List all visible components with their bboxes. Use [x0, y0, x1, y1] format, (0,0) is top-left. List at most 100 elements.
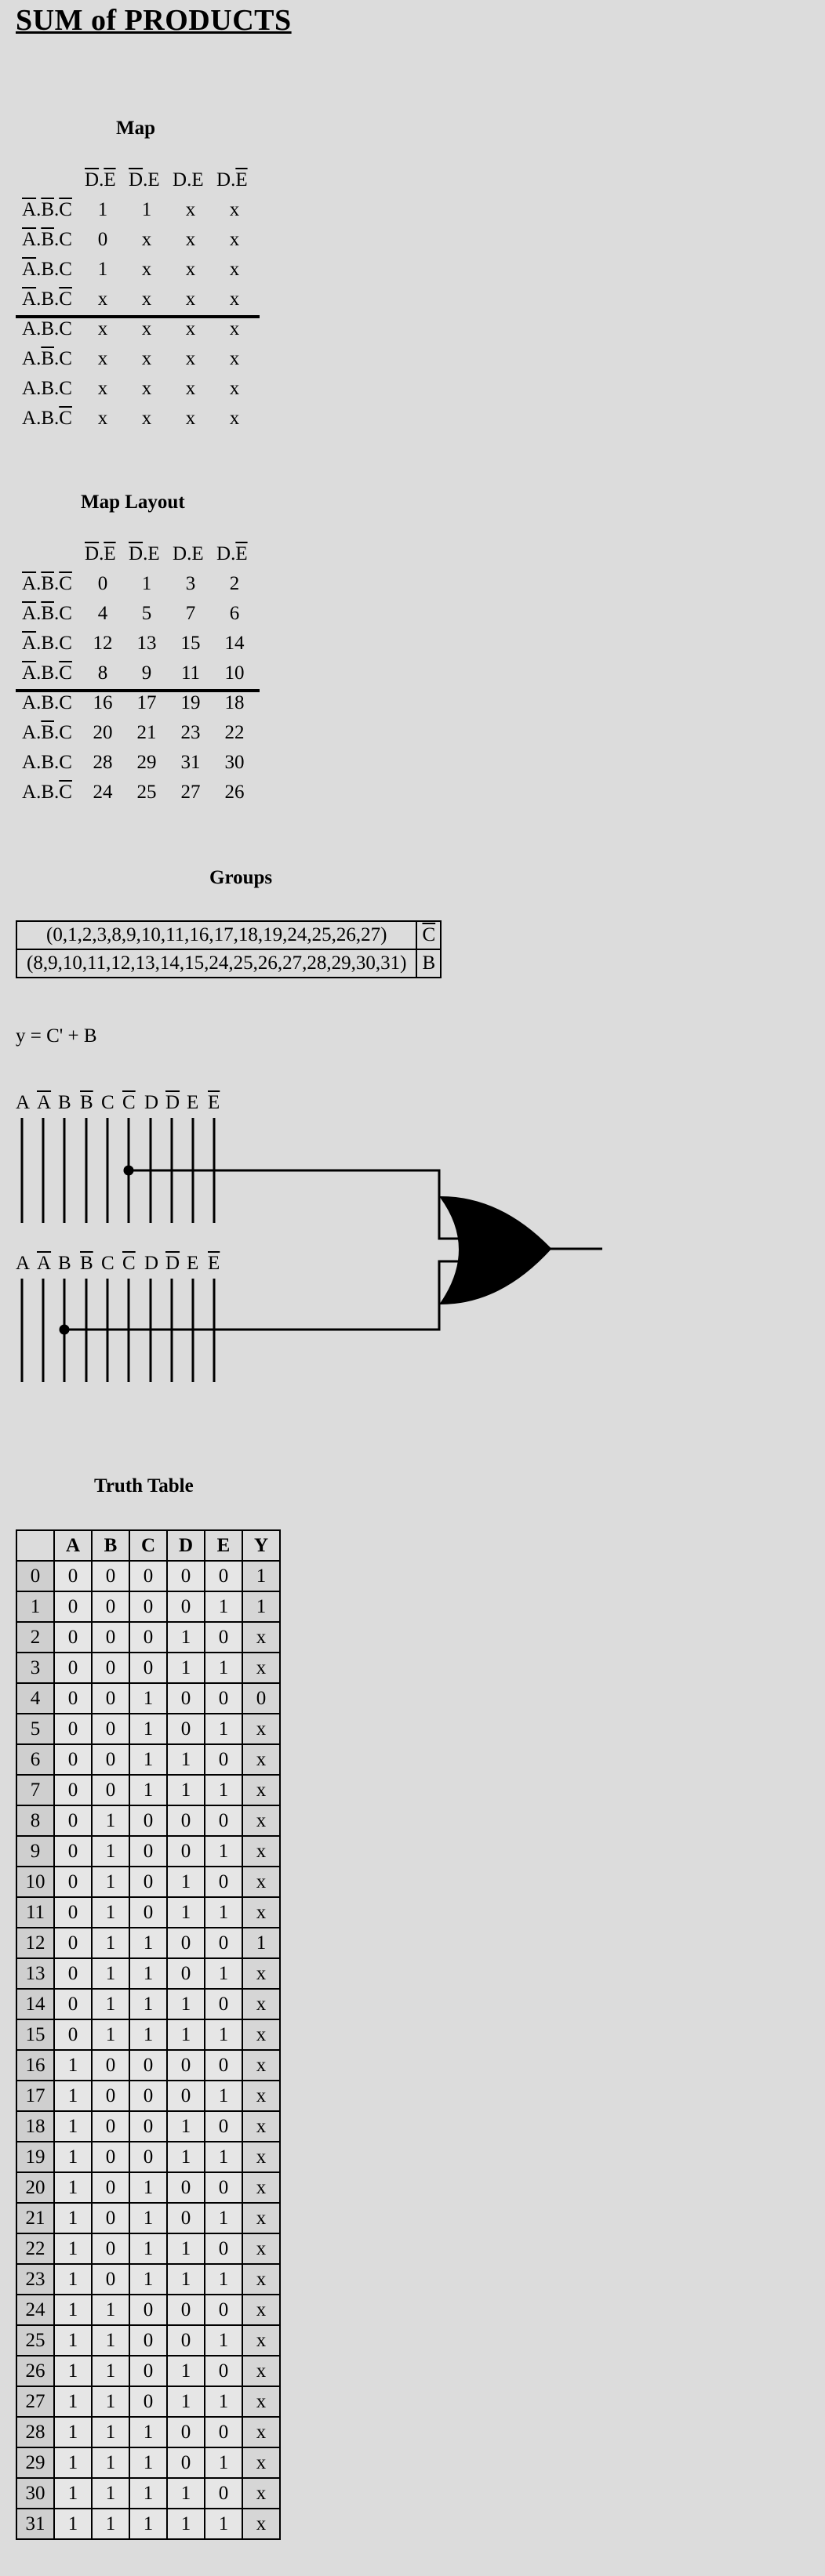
- input-label: B: [80, 1092, 93, 1113]
- table-cell: 0: [91, 1560, 130, 1592]
- input-label: C: [101, 1253, 114, 1274]
- map-cell: x: [229, 199, 240, 220]
- map-layout-heading: Map Layout: [81, 492, 185, 513]
- map-cell: x: [141, 408, 152, 429]
- table-cell: 1: [53, 2233, 93, 2265]
- map-cell: x: [141, 348, 152, 369]
- map-cell: x: [185, 318, 196, 339]
- table-cell: 0: [204, 2477, 243, 2509]
- table-cell: x: [242, 2049, 281, 2081]
- map-cell: x: [229, 259, 240, 280]
- table-cell: 1: [91, 1866, 130, 1898]
- map-divider: [16, 689, 260, 692]
- table-cell: 0: [204, 2355, 243, 2387]
- table-cell: 1: [53, 2508, 93, 2540]
- map-cell: x: [141, 378, 152, 399]
- row-index: 14: [16, 1988, 55, 2020]
- map-cell: 21: [136, 722, 157, 743]
- map-divider: [16, 315, 260, 318]
- table-cell: 0: [53, 1866, 93, 1898]
- map-cell: 16: [93, 692, 113, 713]
- table-cell: 1: [91, 1988, 130, 2020]
- map-cell: 31: [180, 752, 201, 773]
- table-cell: 1: [129, 2508, 168, 2540]
- table-cell: 0: [129, 1835, 168, 1867]
- table-row: 12 0 1 1 0 0 1: [16, 1927, 281, 1959]
- table-cell: 1: [129, 1713, 168, 1745]
- table-cell: 1: [53, 2049, 93, 2081]
- table-cell: 0: [91, 2110, 130, 2142]
- row-header: A.B.C: [22, 408, 72, 429]
- table-cell: 0: [166, 2447, 205, 2479]
- table-cell: 0: [129, 2355, 168, 2387]
- table-cell: 1: [129, 2019, 168, 2051]
- table-cell: 1: [91, 2019, 130, 2051]
- row-index: 28: [16, 2416, 55, 2448]
- table-cell: x: [242, 2080, 281, 2112]
- table-cell: 1: [91, 1805, 130, 1837]
- map-cell: 20: [93, 722, 113, 743]
- row-index: 15: [16, 2019, 55, 2051]
- table-cell: 0: [166, 1713, 205, 1745]
- table-cell: 1: [166, 2477, 205, 2509]
- group-terms: (0,1,2,3,8,9,10,11,16,17,18,19,24,25,26,…: [15, 920, 418, 950]
- table-cell: 1: [166, 1743, 205, 1776]
- table-cell: 1: [166, 2019, 205, 2051]
- row-header: A.B.C: [22, 633, 72, 654]
- input-label: E: [187, 1092, 199, 1113]
- table-cell: x: [242, 2477, 281, 2509]
- map-cell: x: [185, 288, 196, 310]
- table-cell: 0: [204, 1560, 243, 1592]
- table-cell: 1: [204, 1652, 243, 1684]
- table-cell: 1: [204, 1591, 243, 1623]
- map-cell: 14: [224, 633, 245, 654]
- table-cell: x: [242, 1774, 281, 1806]
- table-cell: 0: [53, 1835, 93, 1867]
- table-cell: x: [242, 2019, 281, 2051]
- table-cell: 0: [91, 1713, 130, 1745]
- table-cell: x: [242, 2263, 281, 2295]
- row-index: 22: [16, 2233, 55, 2265]
- table-cell: 1: [204, 2447, 243, 2479]
- table-row: 18 1 0 0 1 0 x: [16, 2110, 281, 2142]
- map-cell: 6: [229, 603, 240, 624]
- table-cell: 1: [129, 1927, 168, 1959]
- table-cell: x: [242, 1743, 281, 1776]
- table-row: 17 1 0 0 0 1 x: [16, 2080, 281, 2112]
- map-heading: Map: [116, 118, 155, 139]
- map-cell: 10: [224, 662, 245, 684]
- table-cell: 0: [166, 2171, 205, 2204]
- row-index: 7: [16, 1774, 55, 1806]
- map-cell: 29: [136, 752, 157, 773]
- table-cell: 0: [53, 1682, 93, 1714]
- table-cell: 1: [204, 2263, 243, 2295]
- row-index: 18: [16, 2110, 55, 2142]
- table-cell: 0: [204, 1682, 243, 1714]
- table-row: 22 1 0 1 1 0 x: [16, 2233, 281, 2265]
- table-cell: 0: [91, 2202, 130, 2234]
- input-label: A: [16, 1253, 31, 1274]
- map-cell: x: [229, 408, 240, 429]
- row-index: 11: [16, 1896, 55, 1928]
- table-cell: 1: [91, 2355, 130, 2387]
- column-header: D.E: [173, 169, 204, 190]
- table-cell: x: [242, 2324, 281, 2356]
- table-cell: 1: [129, 1774, 168, 1806]
- map-cell: x: [97, 408, 108, 429]
- table-row: 29 1 1 1 0 1 x: [16, 2447, 281, 2479]
- table-row: 19 1 0 0 1 1 x: [16, 2141, 281, 2173]
- map-cell: x: [229, 348, 240, 369]
- map-cell: 27: [180, 782, 201, 803]
- table-cell: 0: [129, 2080, 168, 2112]
- table-cell: 0: [129, 1896, 168, 1928]
- map-cell: 2: [229, 573, 240, 594]
- table-cell: 0: [166, 2049, 205, 2081]
- table-row: 10 0 1 0 1 0 x: [16, 1866, 281, 1898]
- table-cell: 1: [91, 2294, 130, 2326]
- table-row: 31 1 1 1 1 1 x: [16, 2508, 281, 2540]
- table-cell: 0: [166, 2202, 205, 2234]
- table-row: 14 0 1 1 1 0 x: [16, 1988, 281, 2020]
- table-cell: 0: [204, 2233, 243, 2265]
